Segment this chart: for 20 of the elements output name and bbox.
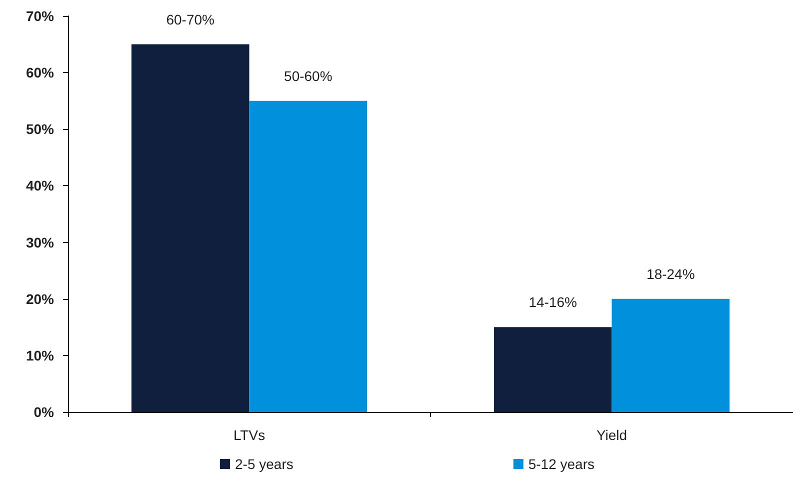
y-tick-label: 10% [26, 347, 55, 364]
y-tick-label: 50% [26, 121, 55, 138]
y-tick-label: 40% [26, 178, 55, 194]
bar [494, 327, 612, 412]
annotation: 18-24% [646, 266, 695, 282]
y-tick-label: 0% [34, 404, 55, 420]
x-tick-label: Yield [596, 427, 628, 443]
annotation: 60-70% [166, 11, 214, 28]
bar [249, 100, 368, 412]
y-tick-label: 60% [26, 64, 55, 81]
bar [131, 44, 250, 412]
bar [612, 298, 730, 412]
legend-label: 2-5 years [235, 456, 294, 472]
annotation: 50-60% [284, 68, 332, 84]
y-tick-label: 20% [26, 290, 55, 307]
annotation: 14-16% [528, 294, 577, 310]
y-tick-label: 30% [26, 234, 55, 250]
x-tick-label: LTVs [233, 427, 266, 443]
legend-label: 5-12 years [528, 456, 595, 472]
y-tick-label: 70% [26, 8, 55, 24]
